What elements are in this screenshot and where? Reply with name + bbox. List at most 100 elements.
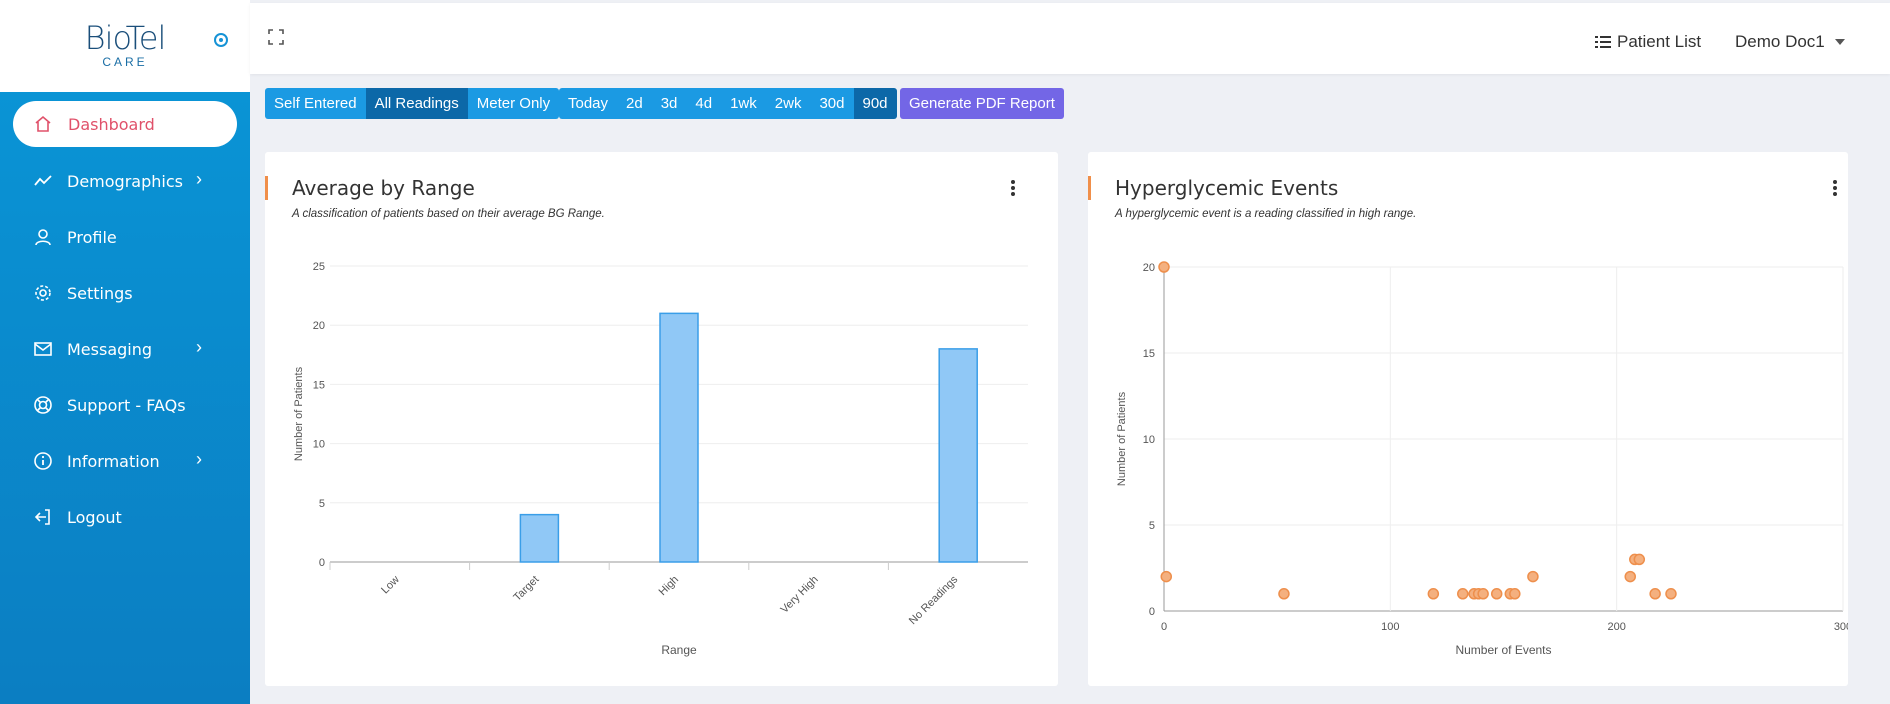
period-90d-button[interactable]: 90d [853,88,897,119]
x-tick-label: 0 [1161,621,1167,633]
x-tick-label: Target [511,574,541,604]
sidebar-item-logout[interactable]: Logout [0,493,250,541]
y-tick-label: 5 [1149,520,1155,532]
period-4d-button[interactable]: 4d [686,88,722,119]
hyperglycemic-events-card: Hyperglycemic Events A hyperglycemic eve… [1088,152,1848,686]
lifebuoy-icon [32,394,54,416]
y-tick-label: 10 [313,439,325,451]
scatter-point [1457,588,1469,600]
chevron-right-icon: › [196,337,202,357]
card-title: Average by Range [292,176,475,200]
y-tick-label: 25 [313,261,325,273]
average-by-range-card: Average by Range A classification of pat… [265,152,1058,686]
period-1wk-button[interactable]: 1wk [721,88,766,119]
scatter-point [1477,588,1489,600]
scatter-point [1158,261,1170,273]
x-tick-label: Low [379,574,402,597]
scatter-point [1624,570,1636,583]
sidebar-item-label: Messaging [67,339,153,359]
bar [938,348,978,563]
x-tick-label: Very High [779,574,821,616]
card-subtitle: A hyperglycemic event is a reading class… [1115,208,1417,220]
period-2d-button[interactable]: 2d [617,88,652,119]
trend-icon [32,170,54,192]
user-menu[interactable]: Demo Doc1 [1735,32,1845,52]
envelope-icon [32,338,54,360]
y-axis-label: Number of Patients [293,366,305,461]
range-bar-chart: 0 5 10 15 20 25 Low Target High Very High No Readi… [293,261,1028,657]
logo-sub-text: CARE [102,55,148,69]
x-tick-label: No Readings [907,573,961,627]
period-30d-button[interactable]: 30d [810,88,854,119]
bar [519,513,560,563]
sidebar-item-label: Profile [67,227,117,247]
logout-icon [32,506,54,528]
card-accent [265,176,268,200]
patient-list-label: Patient List [1617,32,1702,51]
logo[interactable]: BioTel CARE [70,20,180,68]
sidebar-item-demographics[interactable]: Demographics › [0,157,250,205]
sidebar: BioTel CARE Dashboard Demographics › Pro… [0,0,250,704]
self-entered-button[interactable]: Self Entered [265,88,366,119]
x-tick-label: 200 [1607,621,1625,633]
sidebar-item-profile[interactable]: Profile [0,213,250,261]
caret-down-icon [1834,39,1845,45]
card-menu-icon[interactable] [1008,178,1018,198]
chevron-right-icon: › [196,449,202,469]
sidebar-item-label: Information [67,451,160,471]
y-tick-label: 15 [313,379,325,391]
list-icon [1595,36,1611,48]
sidebar-toggle-icon[interactable] [214,33,228,47]
card-title: Hyperglycemic Events [1115,176,1339,200]
logo-area: BioTel CARE [0,0,250,92]
y-tick-label: 20 [1143,262,1155,274]
scatter-point [1509,588,1521,600]
logo-main-text: BioTel [84,19,167,57]
source-filter-group: Self Entered All Readings Meter Only [265,88,560,119]
sidebar-item-label: Logout [67,507,122,527]
bar [659,312,699,563]
x-tick-label: 300 [1834,621,1848,633]
sidebar-item-label: Dashboard [68,114,155,134]
sidebar-item-support[interactable]: Support - FAQs [0,381,250,429]
sidebar-item-messaging[interactable]: Messaging › [0,325,250,373]
fullscreen-icon[interactable] [268,29,284,45]
sidebar-item-information[interactable]: Information › [0,437,250,485]
top-bar: Patient List Demo Doc1 [250,3,1890,74]
sidebar-item-label: Support - FAQs [67,395,186,415]
scatter-point [1427,588,1440,600]
sidebar-item-settings[interactable]: Settings [0,269,250,317]
card-accent [1088,176,1091,200]
y-tick-label: 20 [313,320,325,332]
card-menu-icon[interactable] [1830,178,1840,198]
user-icon [32,226,54,248]
y-tick-label: 10 [1143,434,1155,446]
period-2wk-button[interactable]: 2wk [765,88,811,119]
scatter-point [1527,570,1539,583]
meter-only-button[interactable]: Meter Only [467,88,560,119]
scatter-point [1649,588,1661,600]
scatter-point [1490,588,1503,600]
scatter-point [1278,588,1290,600]
x-axis-label: Range [661,643,697,657]
card-subtitle: A classification of patients based on th… [292,208,605,220]
period-filter-group: Today 2d 3d 4d 1wk 2wk 30d 90d [559,88,897,119]
y-axis-label: Number of Patients [1116,391,1128,486]
all-readings-button[interactable]: All Readings [365,88,468,119]
sidebar-item-dashboard[interactable]: Dashboard [13,101,237,147]
scatter-point [1633,553,1646,566]
x-axis-label: Number of Events [1455,643,1551,657]
period-3d-button[interactable]: 3d [651,88,687,119]
x-tick-label: High [657,574,681,598]
period-today-button[interactable]: Today [559,88,618,119]
patient-list-link[interactable]: Patient List [1595,32,1701,52]
sidebar-item-label: Settings [67,283,133,303]
sidebar-item-label: Demographics [67,171,183,191]
info-icon [32,450,54,472]
chevron-right-icon: › [196,169,202,189]
generate-pdf-button[interactable]: Generate PDF Report [900,88,1064,119]
gear-icon [32,282,54,304]
y-tick-label: 5 [319,498,325,510]
home-icon [32,113,54,135]
y-tick-label: 15 [1143,348,1155,360]
